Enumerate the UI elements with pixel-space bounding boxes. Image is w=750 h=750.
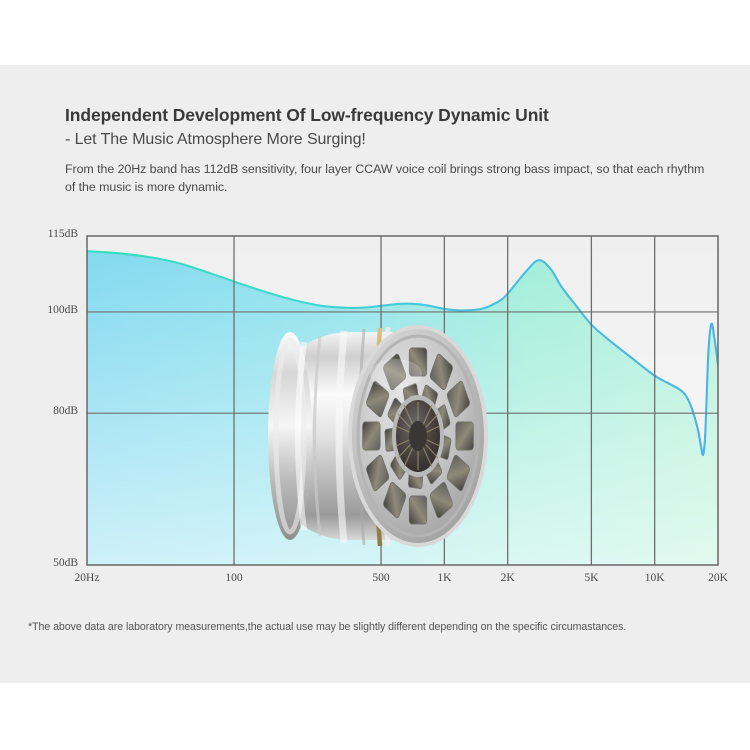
description-paragraph: From the 20Hz band has 112dB sensitivity… [65, 162, 705, 194]
x-axis-label: 20K [708, 572, 728, 584]
x-axis-label: 2K [500, 572, 515, 584]
driver-grille-outer [362, 347, 474, 525]
driver-highlight [370, 359, 422, 389]
footnote-text: *The above data are laboratory measureme… [28, 621, 627, 633]
x-axis-label: 5K [584, 572, 599, 584]
y-axis-label: 80dB [53, 405, 78, 418]
page-subtitle: - Let The Music Atmosphere More Surging! [65, 131, 366, 148]
dynamic-driver-unit [268, 322, 494, 550]
y-axis-label: 115dB [47, 228, 78, 240]
x-axis-label: 100 [225, 572, 243, 584]
x-axis-label: 500 [372, 572, 390, 584]
response-line [87, 250, 718, 457]
x-axis-label: 1K [437, 572, 452, 584]
y-axis-label: 50dB [53, 557, 78, 569]
plot-frame [86, 235, 719, 566]
x-axis-label: 20Hz [74, 572, 100, 584]
driver-center-hub [392, 395, 444, 477]
x-axis-label: 10K [644, 572, 665, 584]
page-title: Independent Development Of Low-frequency… [65, 105, 549, 125]
y-axis-label: 100dB [47, 303, 78, 316]
